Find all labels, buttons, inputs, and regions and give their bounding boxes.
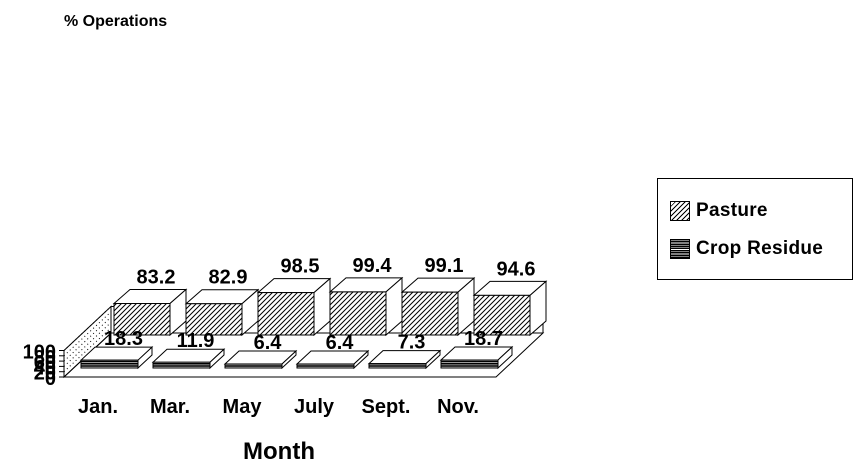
pasture-swatch-icon [670,201,690,221]
x-tick-label-2: May [223,396,263,418]
crop-residue-bar-5 [439,345,514,370]
x-tick-label-0: Jan. [78,396,118,418]
y-tick-label-4: 80 [34,347,56,369]
pasture-bar-0 [112,288,188,337]
crop-residue-bar-4 [367,349,442,370]
pasture-bar-3-front [329,291,387,336]
pasture-bar-3 [328,276,404,337]
crop-residue-value-label-1: 11.9 [177,330,215,352]
crop-residue-value-label-3: 6.4 [326,332,355,354]
pasture-bar-2 [256,277,332,337]
y-tick-label-3: 60 [34,352,56,374]
crop-residue-bar-2 [223,349,298,370]
pasture-value-label-0: 83.2 [137,267,176,289]
pasture-value-label-1: 82.9 [209,267,248,289]
y-axis-title: % Operations [64,13,167,30]
crop-residue-value-label-0: 18.3 [104,328,143,350]
crop-residue-bar-0-front [80,359,139,369]
crop-residue-value-label-2: 6.4 [254,332,283,354]
x-tick-label-5: Nov. [437,396,479,418]
legend-label-crop-residue: Crop Residue [696,238,824,259]
x-tick-label-3: July [294,396,335,418]
x-axis-title: Month [243,438,315,463]
gridline-5 [63,306,112,351]
pasture-bar-4 [400,277,476,337]
crop-residue-swatch-icon [670,239,690,259]
crop-residue-bar-2-front [224,363,283,369]
crop-residue-bar-1 [151,348,226,370]
pasture-bar-2-front [257,292,315,336]
crop-residue-bar-0 [79,346,154,370]
x-tick-label-4: Sept. [362,396,411,418]
pasture-bar-4-front [401,291,459,336]
pasture-value-label-3: 99.4 [353,255,393,277]
legend-label-pasture: Pasture [696,200,768,221]
legend-item-crop-residue: Crop Residue [670,238,823,260]
gridline-2 [63,322,112,367]
x-tick-label-1: Mar. [150,396,190,418]
crop-residue-bar-5-front [440,359,499,369]
pasture-value-label-5: 94.6 [497,258,536,280]
crop-residue-bar-3 [295,349,370,370]
pasture-bar-1 [184,288,260,337]
pasture-bar-5-front [473,294,531,336]
crop-residue-value-label-4: 7.3 [398,332,426,354]
y-tick-label-2: 40 [34,357,56,379]
y-tick-label-0: 0 [45,368,56,390]
y-tick-label-1: 20 [34,363,56,385]
legend-item-pasture: Pasture [670,200,768,222]
crop-residue-value-label-5: 18.7 [464,328,503,350]
crop-residue-bar-4-front [368,363,427,369]
gridline-1 [63,327,112,373]
pasture-value-label-2: 98.5 [281,256,320,278]
legend: Pasture Crop Residue [657,178,853,280]
y-tick-label-5: 100 [23,342,56,364]
crop-residue-bar-1-front [152,361,211,369]
crop-residue-bar-3-front [296,363,355,369]
pasture-bar-0-front [113,303,171,336]
gridline-3 [63,316,112,362]
gridline-4 [63,311,112,357]
pasture-bar-5 [472,280,548,337]
pasture-bar-1-front [185,303,243,336]
pasture-value-label-4: 99.1 [425,255,464,277]
